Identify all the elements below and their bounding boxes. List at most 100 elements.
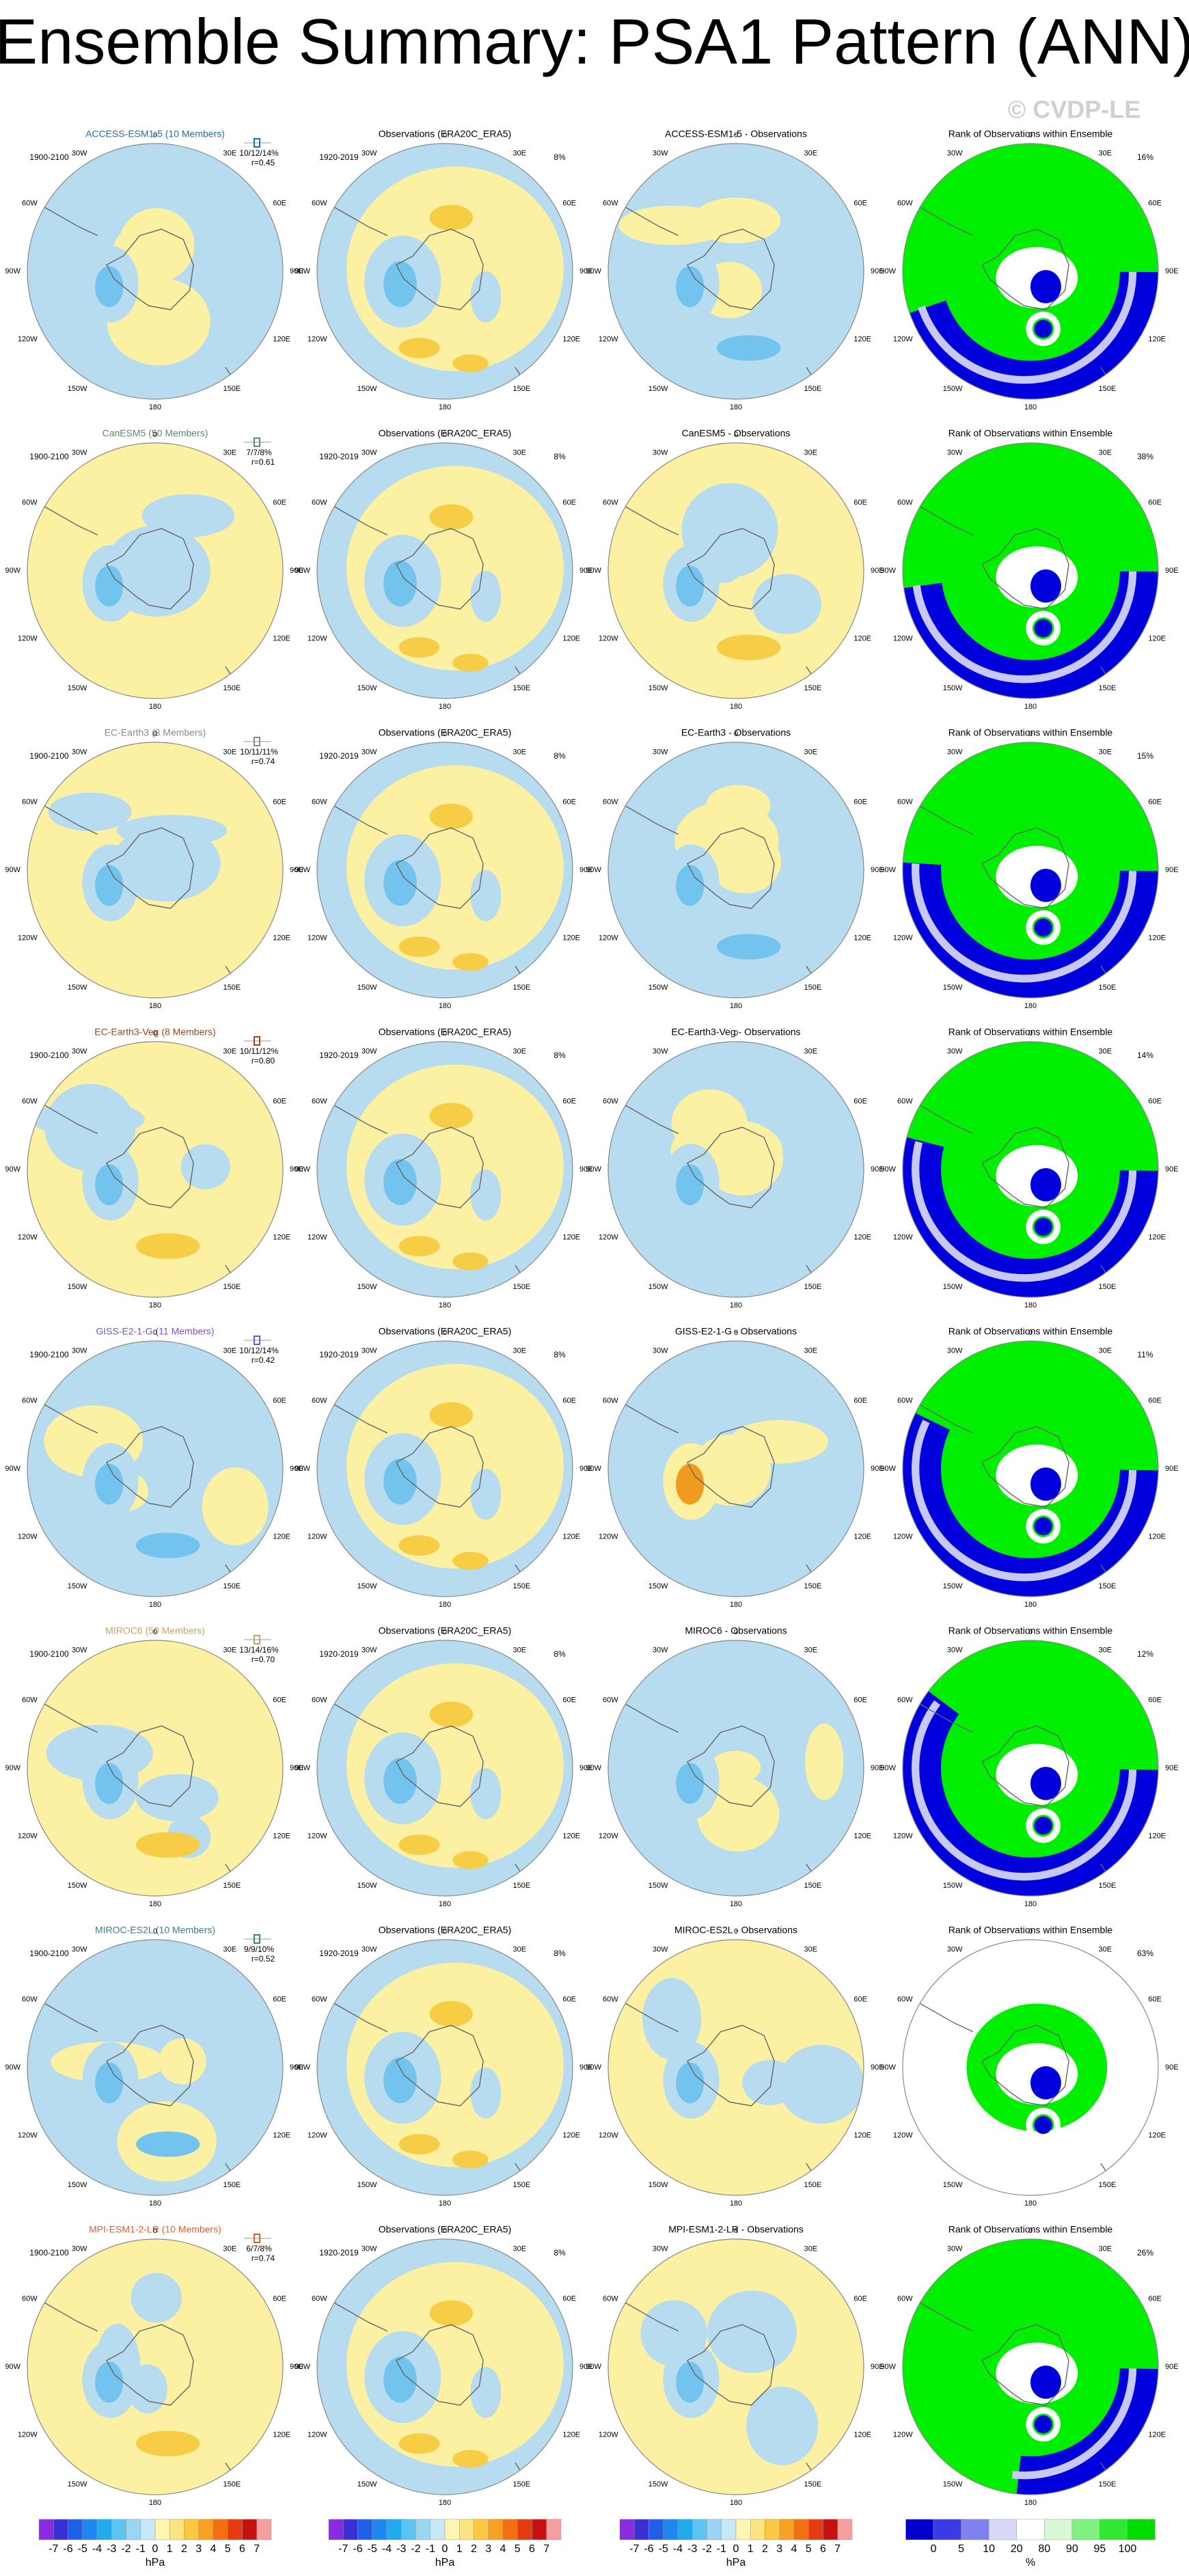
longitude-label: 180 [730,1601,742,1609]
longitude-label: 120E [273,1532,290,1541]
colorbar-box [502,2519,518,2540]
obs-stat: 8% [554,452,566,461]
map [27,2239,283,2495]
longitude-label: 120W [308,2430,327,2439]
longitude-label: 30W [361,1946,377,1954]
longitude-label: 120W [18,335,38,343]
colorbar-label: 3 [485,2543,491,2555]
longitude-label: 60E [853,1396,867,1405]
longitude-label: 150W [68,984,87,992]
longitude-label: 0 [734,131,738,139]
longitude-label: 150W [648,684,668,692]
map [608,443,864,699]
longitude-label: 150E [804,2181,822,2189]
obs-stat: 8% [554,751,566,761]
map-border [902,2238,1159,2495]
longitude-label: 30W [947,449,963,457]
longitude-label: 30W [947,2245,963,2253]
longitude-label: 120E [562,1832,580,1840]
map-border [607,1041,864,1298]
period: 1900-2100 [29,1649,69,1659]
colorbar-box [386,2519,402,2540]
coastline [323,799,388,835]
colorbar-box [82,2519,98,2540]
longitude-label: 150E [223,684,241,692]
map-field [470,1169,502,1221]
map-field [383,1459,417,1505]
map-field [676,1763,705,1804]
longitude-label: 90E [1165,2363,1179,2371]
longitude-label: 120E [853,634,871,642]
longitude-label: 0 [443,131,447,139]
longitude-label: 30W [361,2245,377,2253]
longitude-label: 180 [730,403,742,411]
map-field [1034,2415,1052,2434]
longitude-label: 90W [586,866,601,874]
longitude-label: 150E [1099,1582,1117,1590]
map-border [607,1640,864,1897]
longitude-label: 150E [804,385,822,393]
colorbar-box [677,2519,693,2540]
map-field [1030,1767,1061,1800]
longitude-label: 180 [1024,2199,1037,2208]
coastline [686,1126,775,1208]
coastline [33,799,98,835]
map-field [912,863,1137,983]
longitude-label: 120E [562,2131,580,2139]
colorbar-label: 4 [210,2543,217,2555]
coastline [614,2296,679,2332]
obs-stat: 8% [554,1949,566,1958]
map-border [27,2238,284,2495]
longitude-label: 180 [149,403,161,411]
coastline [33,200,98,236]
map-field [912,1420,1137,1582]
longitude-label: 60E [1148,498,1162,506]
colorbar-box [459,2519,474,2540]
longitude-label: 120E [853,934,871,942]
coastline [909,500,974,536]
map-border [316,442,573,699]
longitude-label: 90W [880,1465,896,1473]
longitude-label: 60E [1148,1696,1162,1704]
map-field [1026,910,1061,945]
map-border [607,742,864,999]
longitude-label: 30E [804,150,818,158]
colorbar-box [663,2519,679,2540]
longitude-label: 90W [586,2363,601,2371]
map [903,443,1158,699]
longitude-label: 30E [513,1946,527,1954]
longitude-label: 30W [72,1347,87,1355]
watermark: © CVDP-LE [1008,96,1141,124]
coastline [105,827,194,909]
longitude-label: 30E [1099,1048,1112,1056]
map-field [429,2300,474,2327]
longitude-label: 60W [603,1396,618,1405]
longitude-label: 30W [947,1048,963,1056]
longitude-label: 150W [357,1582,377,1590]
longitude-label: 150W [357,1882,377,1890]
colorbar-box [961,2519,989,2540]
map-border [316,143,573,400]
map [27,1042,283,1297]
longitude-label: 30E [1099,2245,1112,2253]
longitude-label: 30W [72,1946,87,1954]
map-border [607,1340,864,1597]
obs-stat: 8% [554,152,566,162]
longitude-label: 120E [273,2131,290,2139]
longitude-label: 150E [513,1582,531,1590]
colorbar-label: -7 [49,2543,58,2555]
map-field [1034,1218,1052,1236]
longitude-label: 30W [947,150,963,158]
map-field [1034,919,1052,937]
longitude-label: 150E [804,984,822,992]
colorbar-label: -2 [702,2543,711,2555]
colorbar-label: 0 [152,2543,159,2555]
colorbar-box [488,2519,504,2540]
map [608,1341,864,1597]
colorbar-label: 2 [762,2543,768,2555]
map-field [135,2131,200,2157]
longitude-label: 60W [603,798,618,806]
map-field [398,1535,440,1556]
longitude-label: 180 [149,1002,161,1010]
longitude-label: 90E [1165,567,1179,575]
